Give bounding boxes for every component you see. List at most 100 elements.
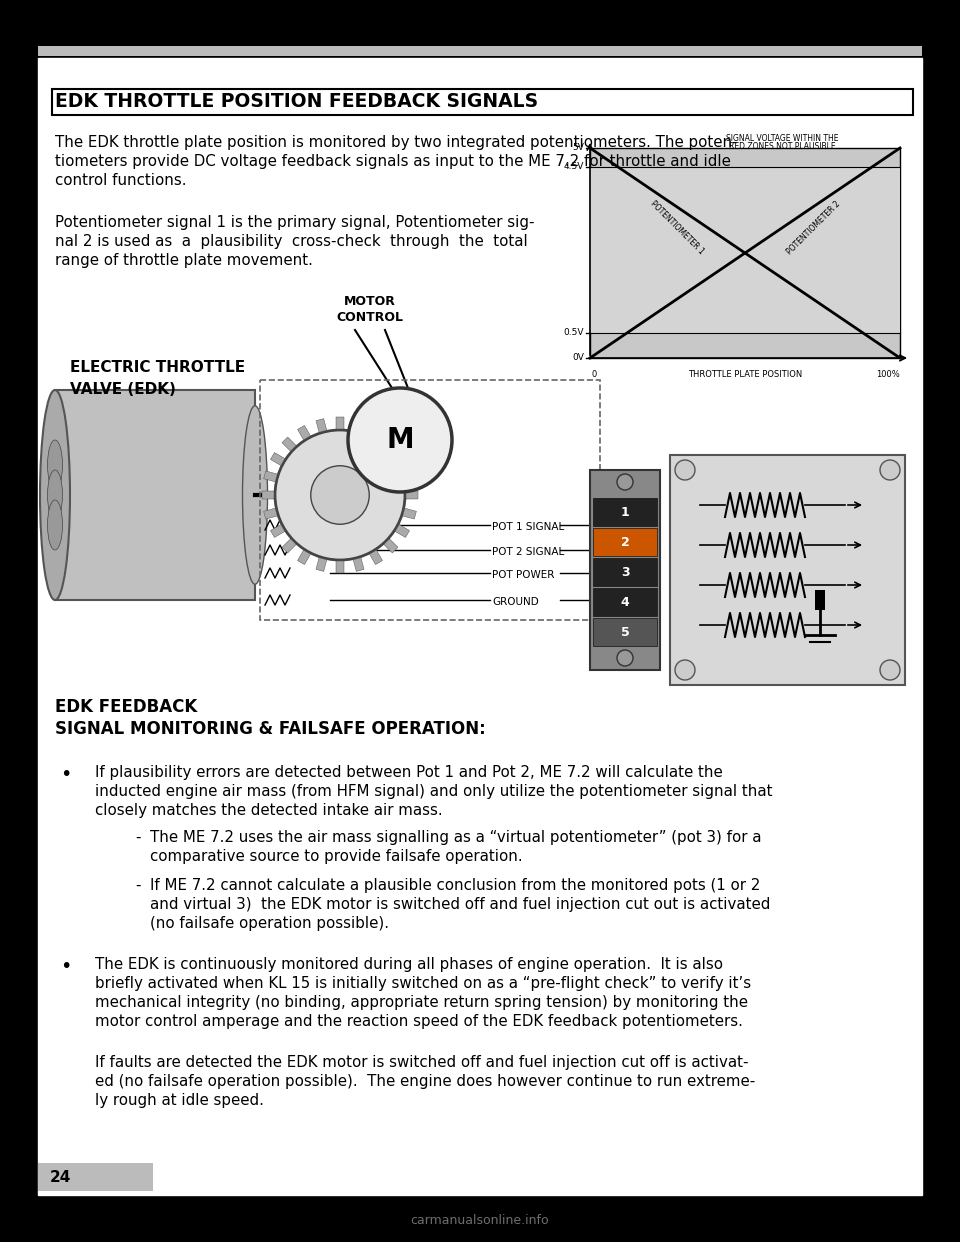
- Text: control functions.: control functions.: [55, 173, 186, 188]
- Text: and virtual 3)  the EDK motor is switched off and fuel injection cut out is acti: and virtual 3) the EDK motor is switched…: [150, 897, 770, 912]
- Text: POTENTIOMETER 1: POTENTIOMETER 1: [648, 199, 706, 256]
- Bar: [590, 166, 900, 333]
- Text: SIGNAL VOLTAGE WITHIN THE: SIGNAL VOLTAGE WITHIN THE: [726, 134, 838, 143]
- Text: 4.5V: 4.5V: [564, 163, 584, 171]
- Bar: [38, 46, 922, 56]
- Bar: [593, 498, 657, 527]
- Bar: [815, 590, 825, 610]
- Bar: [282, 539, 296, 553]
- Bar: [271, 524, 285, 538]
- Circle shape: [880, 660, 900, 681]
- Text: If plausibility errors are detected between Pot 1 and Pot 2, ME 7.2 will calcula: If plausibility errors are detected betw…: [95, 765, 723, 780]
- Circle shape: [275, 430, 405, 560]
- Text: ed (no failsafe operation possible).  The engine does however continue to run ex: ed (no failsafe operation possible). The…: [95, 1074, 756, 1089]
- Bar: [593, 587, 657, 616]
- Bar: [590, 469, 660, 669]
- Bar: [593, 528, 657, 556]
- Ellipse shape: [243, 406, 268, 584]
- Text: 2: 2: [620, 535, 630, 549]
- Circle shape: [617, 650, 633, 666]
- Circle shape: [675, 460, 695, 479]
- Bar: [384, 437, 398, 451]
- Text: 1: 1: [620, 505, 630, 518]
- Text: VALVE (EDK): VALVE (EDK): [70, 383, 176, 397]
- Text: The EDK throttle plate position is monitored by two integrated potentiometers. T: The EDK throttle plate position is monit…: [55, 135, 737, 150]
- Bar: [406, 491, 418, 499]
- Text: Potentiometer signal 1 is the primary signal, Potentiometer sig-: Potentiometer signal 1 is the primary si…: [55, 215, 535, 230]
- Ellipse shape: [47, 501, 62, 550]
- Bar: [384, 539, 398, 553]
- Circle shape: [348, 388, 452, 492]
- Text: M: M: [386, 426, 414, 455]
- Bar: [262, 491, 274, 499]
- Text: motor control amperage and the reaction speed of the EDK feedback potentiometers: motor control amperage and the reaction …: [95, 1013, 743, 1030]
- Bar: [670, 455, 905, 686]
- Text: GROUND: GROUND: [492, 597, 539, 607]
- Text: •: •: [60, 958, 71, 976]
- Text: If ME 7.2 cannot calculate a plausible conclusion from the monitored pots (1 or : If ME 7.2 cannot calculate a plausible c…: [150, 878, 760, 893]
- Bar: [264, 471, 277, 482]
- Ellipse shape: [47, 440, 62, 491]
- Text: range of throttle plate movement.: range of throttle plate movement.: [55, 253, 313, 268]
- Text: If faults are detected the EDK motor is switched off and fuel injection cut off : If faults are detected the EDK motor is …: [95, 1054, 749, 1071]
- Bar: [593, 619, 657, 646]
- Text: 0V: 0V: [572, 354, 584, 363]
- Bar: [316, 558, 326, 571]
- Text: 3: 3: [621, 565, 630, 579]
- Text: inducted engine air mass (from HFM signal) and only utilize the potentiometer si: inducted engine air mass (from HFM signa…: [95, 784, 773, 799]
- Text: briefly activated when KL 15 is initially switched on as a “pre-flight check” to: briefly activated when KL 15 is initiall…: [95, 976, 751, 991]
- Text: nal 2 is used as  a  plausibility  cross-check  through  the  total: nal 2 is used as a plausibility cross-ch…: [55, 233, 528, 248]
- Text: (no failsafe operation possible).: (no failsafe operation possible).: [150, 917, 389, 932]
- Bar: [396, 452, 410, 466]
- Bar: [52, 89, 913, 116]
- Text: ELECTRIC THROTTLE: ELECTRIC THROTTLE: [70, 360, 245, 375]
- Text: 5V: 5V: [572, 144, 584, 153]
- Text: The EDK is continuously monitored during all phases of engine operation.  It is : The EDK is continuously monitored during…: [95, 958, 723, 972]
- Text: 100%: 100%: [876, 370, 900, 379]
- Circle shape: [617, 474, 633, 491]
- Bar: [38, 1163, 153, 1191]
- Text: The ME 7.2 uses the air mass signalling as a “virtual potentiometer” (pot 3) for: The ME 7.2 uses the air mass signalling …: [150, 830, 761, 845]
- Bar: [590, 148, 900, 358]
- Ellipse shape: [40, 390, 70, 600]
- Bar: [55, 390, 255, 600]
- Text: 0.5V: 0.5V: [564, 328, 584, 338]
- Bar: [298, 426, 310, 440]
- Bar: [298, 550, 310, 565]
- Bar: [402, 471, 417, 482]
- Text: EDK FEEDBACK: EDK FEEDBACK: [55, 698, 197, 715]
- Bar: [260, 380, 600, 620]
- Bar: [282, 437, 296, 451]
- Ellipse shape: [47, 469, 62, 520]
- Text: POT 1 SIGNAL: POT 1 SIGNAL: [492, 522, 564, 532]
- Text: 4: 4: [620, 595, 630, 609]
- Text: THROTTLE PLATE POSITION: THROTTLE PLATE POSITION: [688, 370, 803, 379]
- Bar: [370, 426, 382, 440]
- Text: EDK THROTTLE POSITION FEEDBACK SIGNALS: EDK THROTTLE POSITION FEEDBACK SIGNALS: [55, 92, 539, 111]
- Text: POT 2 SIGNAL: POT 2 SIGNAL: [492, 546, 564, 556]
- Bar: [370, 550, 382, 565]
- Circle shape: [311, 466, 370, 524]
- Text: •: •: [60, 765, 71, 784]
- Text: -: -: [135, 878, 140, 893]
- Text: 5: 5: [620, 626, 630, 638]
- Text: MOTOR
CONTROL: MOTOR CONTROL: [337, 296, 403, 324]
- Bar: [353, 419, 364, 432]
- Text: 0: 0: [592, 370, 597, 379]
- Bar: [402, 508, 417, 519]
- Text: -: -: [135, 830, 140, 845]
- Bar: [316, 419, 326, 432]
- Text: 24: 24: [50, 1170, 71, 1185]
- Circle shape: [675, 660, 695, 681]
- Bar: [593, 558, 657, 586]
- Text: comparative source to provide failsafe operation.: comparative source to provide failsafe o…: [150, 850, 522, 864]
- Text: mechanical integrity (no binding, appropriate return spring tension) by monitori: mechanical integrity (no binding, approp…: [95, 995, 748, 1010]
- Bar: [336, 561, 344, 573]
- Text: ly rough at idle speed.: ly rough at idle speed.: [95, 1093, 264, 1108]
- Bar: [353, 558, 364, 571]
- Bar: [271, 452, 285, 466]
- Circle shape: [880, 460, 900, 479]
- Text: POTENTIOMETER 2: POTENTIOMETER 2: [784, 199, 842, 256]
- Text: SIGNAL MONITORING & FAILSAFE OPERATION:: SIGNAL MONITORING & FAILSAFE OPERATION:: [55, 720, 486, 738]
- Text: RED ZONES NOT PLAUSIBLE: RED ZONES NOT PLAUSIBLE: [729, 142, 835, 152]
